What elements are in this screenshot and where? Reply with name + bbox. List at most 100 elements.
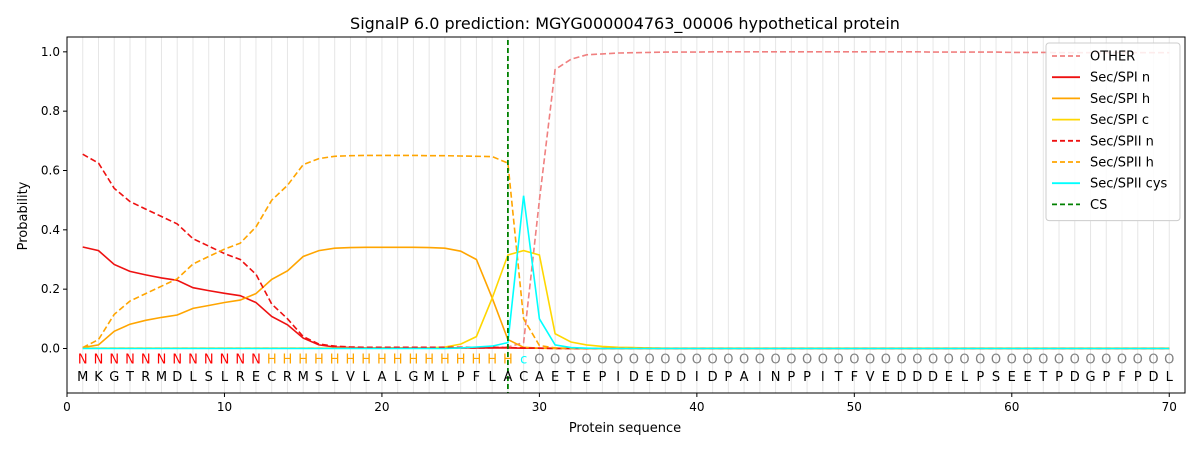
x-tick-label: 10 (217, 400, 232, 414)
region-label: O (786, 352, 796, 367)
region-label: N (251, 352, 261, 367)
region-label: O (723, 352, 733, 367)
x-tick-label: 20 (374, 400, 389, 414)
region-label: O (802, 352, 812, 367)
residue-label: T (566, 370, 575, 385)
residue-label: R (141, 370, 150, 385)
residue-label: E (1023, 370, 1031, 385)
region-label: H (409, 352, 419, 367)
region-label: O (1070, 352, 1080, 367)
region-label: O (1133, 352, 1143, 367)
residue-label: S (992, 370, 1000, 385)
y-tick-label: 0.6 (41, 164, 60, 178)
region-label: O (865, 352, 875, 367)
residue-label: L (189, 370, 197, 385)
residue-label: E (583, 370, 591, 385)
residue-label: A (535, 370, 544, 385)
region-label: O (818, 352, 828, 367)
region-label: O (1148, 352, 1158, 367)
axes: 0 10 20 30 40 50 60 70 0.0 0.2 0.4 0.6 0.8 1.0 (41, 45, 1177, 414)
grid-layer (82, 37, 1170, 393)
residue-label: L (221, 370, 229, 385)
residue-label: P (1055, 370, 1063, 385)
legend-box (1045, 42, 1181, 222)
residue-label: I (758, 370, 762, 385)
residue-label: L (1166, 370, 1174, 385)
region-label: N (109, 352, 119, 367)
residue-label: D (629, 370, 639, 385)
residue-label: T (1038, 370, 1047, 385)
series-line (82, 154, 1170, 350)
x-tick-label: 30 (532, 400, 547, 414)
residue-label: I (821, 370, 825, 385)
region-label: N (125, 352, 135, 367)
legend-label: Sec/SPII n (1090, 134, 1154, 149)
region-label: O (566, 352, 576, 367)
residue-label: M (298, 370, 309, 385)
x-axis-label: Protein sequence (569, 421, 681, 436)
residue-label: D (1148, 370, 1158, 385)
residue-label: I (695, 370, 699, 385)
region-label: O (550, 352, 560, 367)
residue-label: L (331, 370, 339, 385)
residue-label: P (1102, 370, 1110, 385)
region-label: N (188, 352, 198, 367)
region-label: N (141, 352, 151, 367)
y-tick-label: 0.2 (41, 282, 60, 296)
region-label: O (1085, 352, 1095, 367)
x-tick-label: 40 (689, 400, 704, 414)
residue-label: T (834, 370, 843, 385)
region-label: O (534, 352, 544, 367)
region-label: O (613, 352, 623, 367)
region-label: N (204, 352, 214, 367)
region-label: O (959, 352, 969, 367)
residue-label: A (503, 370, 512, 385)
region-label: c (520, 352, 527, 367)
region-label: H (267, 352, 277, 367)
legend-label: CS (1090, 198, 1107, 213)
residue-label: G (408, 370, 418, 385)
region-label: H (330, 352, 340, 367)
x-tick-label: 60 (1004, 400, 1019, 414)
residue-label: P (787, 370, 795, 385)
residue-label: P (1134, 370, 1142, 385)
residue-label: A (740, 370, 749, 385)
legend: OTHER Sec/SPI n Sec/SPI h Sec/SPI c Sec/SPII… (1045, 42, 1181, 222)
x-tick-label: 0 (63, 400, 71, 414)
residue-label: R (283, 370, 292, 385)
region-label: H (283, 352, 293, 367)
region-label: N (220, 352, 230, 367)
region-label: O (770, 352, 780, 367)
residue-label: I (616, 370, 620, 385)
residue-label: P (803, 370, 811, 385)
residue-label: M (424, 370, 435, 385)
chart-title: SignalP 6.0 prediction: MGYG000004763_00… (350, 14, 900, 34)
region-label: N (157, 352, 167, 367)
legend-label: Sec/SPI h (1090, 92, 1150, 107)
residue-label: D (1070, 370, 1080, 385)
residue-label: L (489, 370, 497, 385)
residue-label: E (551, 370, 559, 385)
residue-label: L (363, 370, 371, 385)
region-label: O (896, 352, 906, 367)
residue-label: S (315, 370, 323, 385)
residue-label: M (77, 370, 88, 385)
region-label: H (503, 352, 513, 367)
region-label: H (487, 352, 497, 367)
region-label: O (1164, 352, 1174, 367)
x-tick-label: 70 (1162, 400, 1177, 414)
region-label: O (991, 352, 1001, 367)
region-label: O (833, 352, 843, 367)
y-tick-label: 1.0 (41, 45, 60, 59)
region-label: H (424, 352, 434, 367)
residue-label: P (976, 370, 984, 385)
y-axis-label: Probability (16, 181, 31, 250)
region-label: O (692, 352, 702, 367)
region-label: O (645, 352, 655, 367)
region-label: H (456, 352, 466, 367)
residue-label: V (866, 370, 875, 385)
region-label: O (928, 352, 938, 367)
region-label: O (944, 352, 954, 367)
